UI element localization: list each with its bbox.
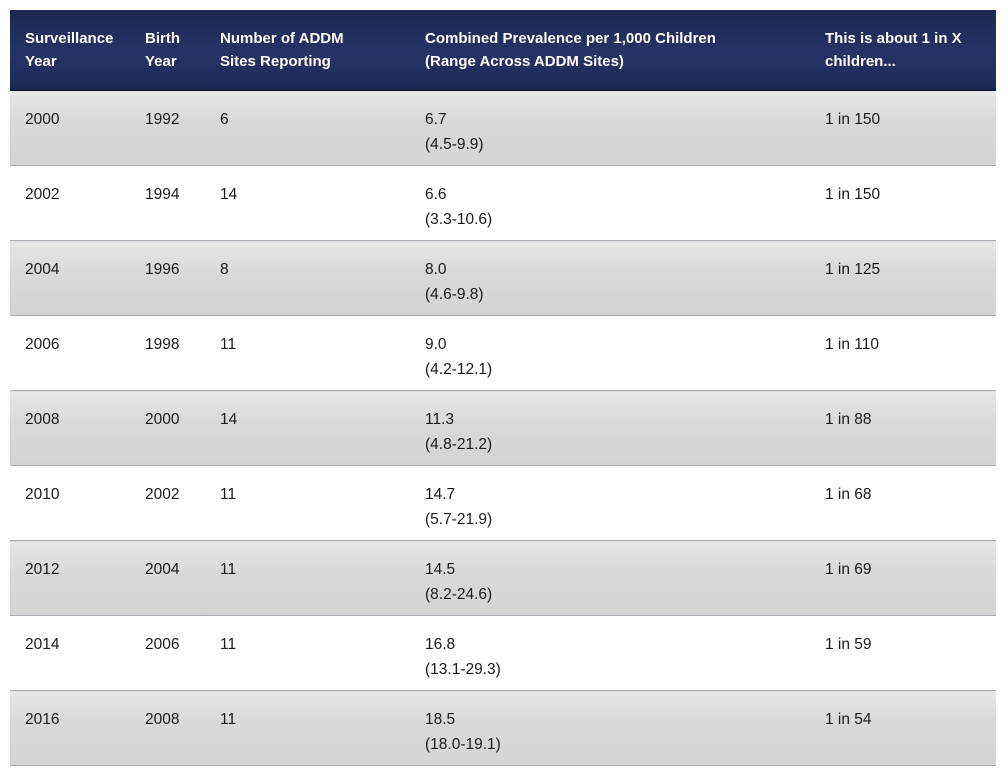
header-label-line2: (Range Across ADDM Sites) [425, 52, 624, 70]
table-row: 2014 2006 11 16.8 (13.1-29.3) 1 in 59 [10, 615, 996, 691]
cell-birth-year: 1996 [130, 240, 205, 316]
cell-birth-year: 2006 [130, 615, 205, 691]
column-header-surveillance-year: Surveillance Year [10, 10, 130, 91]
table-row: 2004 1996 8 8.0 (4.6-9.8) 1 in 125 [10, 240, 996, 316]
column-header-combined-prevalence: Combined Prevalence per 1,000 Children (… [410, 10, 810, 91]
cell-one-in-x: 1 in 88 [810, 390, 996, 466]
header-label-line1: Combined Prevalence per 1,000 Children [425, 29, 716, 47]
table-row: 2008 2000 14 11.3 (4.8-21.2) 1 in 88 [10, 390, 996, 466]
cell-surveillance-year: 2006 [10, 315, 130, 391]
cell-surveillance-year: 2016 [10, 690, 130, 766]
table-row: 2012 2004 11 14.5 (8.2-24.6) 1 in 69 [10, 540, 996, 616]
column-header-sites-reporting: Number of ADDM Sites Reporting [205, 10, 410, 91]
header-label-line1: Number of ADDM [220, 29, 344, 47]
cell-surveillance-year: 2014 [10, 615, 130, 691]
table-body: 2000 1992 6 6.7 (4.5-9.9) 1 in 150 2002 … [10, 90, 996, 766]
prevalence-range: (13.1-29.3) [425, 661, 501, 678]
prevalence-range: (3.3-10.6) [425, 211, 493, 228]
cell-sites-reporting: 6 [205, 90, 410, 166]
header-label-line1: Birth [145, 29, 180, 47]
table-row: 2006 1998 11 9.0 (4.2-12.1) 1 in 110 [10, 315, 996, 391]
header-label-line2: children... [825, 52, 896, 70]
prevalence-value: 14.5 [425, 561, 456, 578]
cell-birth-year: 2000 [130, 390, 205, 466]
addm-prevalence-table: Surveillance Year Birth Year Number of A… [10, 10, 996, 766]
header-label-line2: Year [25, 52, 57, 70]
prevalence-value: 6.6 [425, 186, 447, 203]
prevalence-range: (18.0-19.1) [425, 736, 501, 753]
prevalence-value: 8.0 [425, 261, 447, 278]
prevalence-range: (4.6-9.8) [425, 286, 484, 303]
prevalence-value: 14.7 [425, 486, 456, 503]
cell-birth-year: 1994 [130, 165, 205, 241]
table-row: 2002 1994 14 6.6 (3.3-10.6) 1 in 150 [10, 165, 996, 241]
column-header-one-in-x: This is about 1 in X children... [810, 10, 996, 91]
cell-birth-year: 2008 [130, 690, 205, 766]
cell-prevalence: 9.0 (4.2-12.1) [410, 315, 810, 391]
cell-surveillance-year: 2002 [10, 165, 130, 241]
cell-prevalence: 14.7 (5.7-21.9) [410, 465, 810, 541]
cell-surveillance-year: 2008 [10, 390, 130, 466]
prevalence-range: (5.7-21.9) [425, 511, 493, 528]
cell-birth-year: 1998 [130, 315, 205, 391]
prevalence-value: 6.7 [425, 111, 447, 128]
cell-one-in-x: 1 in 150 [810, 165, 996, 241]
prevalence-value: 18.5 [425, 711, 456, 728]
table-row: 2000 1992 6 6.7 (4.5-9.9) 1 in 150 [10, 90, 996, 166]
cell-sites-reporting: 11 [205, 315, 410, 391]
header-label-line1: This is about 1 in X [825, 29, 962, 47]
cell-one-in-x: 1 in 110 [810, 315, 996, 391]
cell-birth-year: 2004 [130, 540, 205, 616]
cell-surveillance-year: 2000 [10, 90, 130, 166]
column-header-birth-year: Birth Year [130, 10, 205, 91]
header-label-line2: Year [145, 52, 177, 70]
prevalence-value: 9.0 [425, 336, 447, 353]
cell-prevalence: 8.0 (4.6-9.8) [410, 240, 810, 316]
cell-birth-year: 1992 [130, 90, 205, 166]
cell-sites-reporting: 8 [205, 240, 410, 316]
cell-prevalence: 6.7 (4.5-9.9) [410, 90, 810, 166]
cell-sites-reporting: 14 [205, 390, 410, 466]
prevalence-value: 11.3 [425, 411, 455, 428]
cell-one-in-x: 1 in 150 [810, 90, 996, 166]
cell-surveillance-year: 2004 [10, 240, 130, 316]
cell-sites-reporting: 11 [205, 465, 410, 541]
table-row: 2010 2002 11 14.7 (5.7-21.9) 1 in 68 [10, 465, 996, 541]
cell-prevalence: 11.3 (4.8-21.2) [410, 390, 810, 466]
cell-sites-reporting: 11 [205, 690, 410, 766]
cell-one-in-x: 1 in 68 [810, 465, 996, 541]
prevalence-range: (4.5-9.9) [425, 136, 484, 153]
cell-sites-reporting: 14 [205, 165, 410, 241]
cell-surveillance-year: 2010 [10, 465, 130, 541]
cell-one-in-x: 1 in 69 [810, 540, 996, 616]
cell-one-in-x: 1 in 125 [810, 240, 996, 316]
cell-sites-reporting: 11 [205, 540, 410, 616]
prevalence-range: (8.2-24.6) [425, 586, 493, 603]
header-row: Surveillance Year Birth Year Number of A… [10, 10, 996, 91]
cell-prevalence: 6.6 (3.3-10.6) [410, 165, 810, 241]
table-row: 2016 2008 11 18.5 (18.0-19.1) 1 in 54 [10, 690, 996, 766]
cell-sites-reporting: 11 [205, 615, 410, 691]
prevalence-range: (4.8-21.2) [425, 436, 493, 453]
cell-prevalence: 18.5 (18.0-19.1) [410, 690, 810, 766]
header-label-line1: Surveillance [25, 29, 114, 47]
prevalence-value: 16.8 [425, 636, 456, 653]
cell-surveillance-year: 2012 [10, 540, 130, 616]
cell-prevalence: 14.5 (8.2-24.6) [410, 540, 810, 616]
cell-birth-year: 2002 [130, 465, 205, 541]
prevalence-range: (4.2-12.1) [425, 361, 493, 378]
header-label-line2: Sites Reporting [220, 52, 331, 70]
cell-one-in-x: 1 in 59 [810, 615, 996, 691]
cell-prevalence: 16.8 (13.1-29.3) [410, 615, 810, 691]
cell-one-in-x: 1 in 54 [810, 690, 996, 766]
